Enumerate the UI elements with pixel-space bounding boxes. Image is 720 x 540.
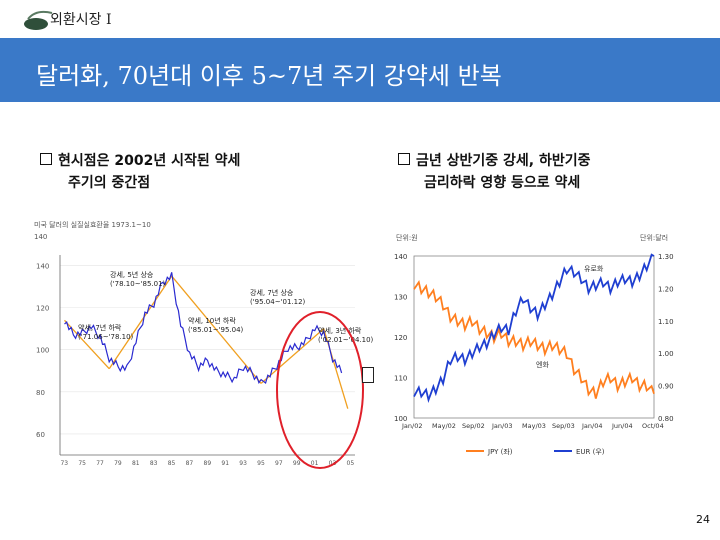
chart1-annotation-line1: 약세, 10년 하락 (188, 316, 236, 325)
bullet-left-line1: 현시점은 2002년 시작된 약세 (58, 153, 241, 169)
chart1-title: 미국 달러의 실질실효환율 1973.1~10 (34, 220, 151, 229)
chart2-series-eur-line (413, 253, 655, 403)
chart2-ylabel-left: 단위:원 (396, 233, 418, 242)
chart2-xtick-label: Oct/04 (642, 422, 664, 430)
chart1-annotation-line1: 강세, 5년 상승 (110, 270, 154, 279)
chart2-xtick-label: Sep/03 (552, 422, 575, 430)
chart2-ytick-right: 0.90 (658, 383, 674, 391)
chart1-ytick-label: 120 (36, 305, 49, 313)
chart1-xtick-label: 95 (257, 460, 265, 467)
chart2-legend-eur: EUR (우) (576, 448, 605, 456)
chart2-legend-jpy: JPY (좌) (487, 447, 513, 456)
chart1-xtick-label: 99 (293, 460, 301, 467)
chart2-ytick-right: 1.10 (658, 318, 674, 326)
chart2-label-eur: 유로화 (584, 265, 604, 273)
header-logo (24, 10, 53, 30)
chart1-series-line (64, 272, 343, 385)
chart2-xtick-label: Sep/02 (462, 422, 485, 430)
dollar-index-chart: 미국 달러의 실질실효환율 1973.1~10 140 60 80 100 120 140 7… (34, 220, 374, 469)
chart2-xtick-label: Jan/02 (401, 422, 422, 430)
fx-rate-chart: 단위:원 단위:달러 100 110 120 130 140 0.80 0.90 1.00 1.10… (394, 233, 674, 456)
chart2-ytick-right: 1.20 (658, 285, 674, 293)
chart2-ytick-right: 1.00 (658, 350, 674, 358)
bullet-right-line1: 금년 상반기중 강세, 하반기중 (416, 153, 591, 169)
chart1-annotation-line1: 약세, 3년 하락 (318, 326, 362, 335)
chart2-ytick-left: 110 (394, 375, 407, 383)
checkbox-bullet-icon (398, 153, 410, 165)
chart2-xtick-label: Jan/04 (581, 422, 602, 430)
chart1-xtick-label: 89 (204, 460, 212, 467)
chart1-ytick-label: 80 (36, 389, 45, 397)
chart1-annotation-line1: 강세, 7년 상승 (250, 288, 294, 297)
chart1-xtick-label: 73 (60, 460, 68, 467)
chart1-trend-line (260, 328, 325, 384)
chart1-ytick-label: 60 (36, 431, 45, 439)
chart1-xtick-label: 85 (168, 460, 176, 467)
chart2-label-jpy: 엔화 (536, 360, 549, 369)
bullet-right: 금년 상반기중 강세, 하반기중 금리하락 영향 등으로 약세 (398, 150, 718, 194)
checkbox-bullet-icon (40, 153, 52, 165)
chart1-ytick-top: 140 (34, 233, 47, 241)
chart1-xtick-label: 79 (114, 460, 122, 467)
bullet-left: 현시점은 2002년 시작된 약세 주기의 중간점 (40, 150, 370, 194)
chart2-ytick-left: 130 (394, 294, 407, 302)
chart1-highlight-circle (276, 311, 364, 469)
chart2-plot-frame (413, 255, 655, 419)
bullet-left-line2: 주기의 중간점 (68, 175, 151, 191)
chart1-annotation-line2: ('78.10~'85.01) (110, 280, 166, 288)
title-band (0, 38, 720, 102)
chart1-xtick-label: 01 (311, 460, 319, 467)
chart1-xtick-label: 83 (150, 460, 158, 467)
chart1-annotation-line2: ('02.01~'04.10) (318, 336, 374, 344)
chart2-ytick-left: 100 (394, 415, 407, 423)
page-number: 24 (696, 513, 710, 526)
chart1-ytick-label: 140 (36, 263, 49, 271)
chart1-annotation-line2: ('85.01~'95.04) (188, 326, 244, 334)
bullet-right-line2: 금리하락 영향 등으로 약세 (424, 175, 581, 191)
chart1-trend-line (171, 275, 262, 384)
chart1-xtick-label: 87 (186, 460, 194, 467)
chart2-xtick-label: Jun/04 (611, 422, 633, 430)
chart2-xtick-label: May/03 (522, 422, 546, 430)
chart1-ytick-label: 100 (36, 347, 49, 355)
chart2-ylabel-right: 단위:달러 (640, 233, 668, 242)
section-label: 외환시장 I (50, 12, 112, 28)
chart2-xtick-label: May/02 (432, 422, 456, 430)
chart2-xtick-label: Jan/03 (491, 422, 512, 430)
cursor-box-icon (362, 367, 374, 383)
chart1-annotation-line2: ('71.06~'78.10) (78, 333, 134, 341)
chart1-xtick-label: 03 (329, 460, 337, 467)
chart1-xtick-label: 93 (239, 460, 247, 467)
chart1-xtick-label: 77 (96, 460, 104, 467)
chart1-annotation-line1: 약세, 7년 하락 (78, 323, 122, 332)
chart1-xtick-label: 81 (132, 460, 140, 467)
chart2-ytick-right: 0.80 (658, 415, 674, 423)
chart1-xtick-label: 97 (275, 460, 283, 467)
chart2-ytick-left: 140 (394, 253, 407, 261)
chart1-xtick-label: 75 (78, 460, 86, 467)
chart2-series-jpy-line (413, 279, 655, 399)
chart1-trend-line (108, 275, 173, 370)
slide-title: 달러화, 70년대 이후 5~7년 주기 강약세 반복 (36, 62, 502, 90)
chart1-xtick-label: 05 (347, 460, 355, 467)
chart1-xtick-label: 91 (221, 460, 229, 467)
chart1-annotation-line2: ('95.04~'01.12) (250, 298, 306, 306)
chart2-ytick-right: 1.30 (658, 253, 674, 261)
chart2-ytick-left: 120 (394, 334, 407, 342)
